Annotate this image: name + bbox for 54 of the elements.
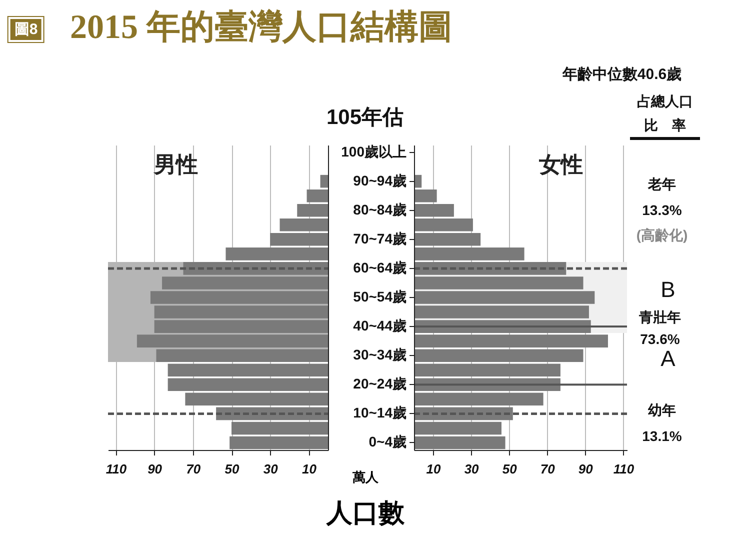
text: 幼年 — [648, 402, 676, 420]
text: 13.1% — [642, 428, 682, 444]
y-tick-label: 20~24歲 — [353, 376, 406, 392]
x-tick-label: 110 — [106, 462, 128, 476]
x-axis-title: 萬人 — [352, 470, 380, 484]
y-tick-label: 60~64歲 — [353, 259, 406, 276]
bar — [168, 378, 328, 392]
text: 比 率 — [630, 117, 700, 140]
x-axis-title: 人口數 — [326, 498, 406, 528]
x-tick-label: 50 — [224, 462, 240, 476]
text: 青壯年 — [639, 309, 681, 327]
y-tick-label: 70~74歲 — [353, 230, 406, 246]
y-tick-label: 80~84歲 — [353, 201, 406, 218]
bar — [232, 422, 328, 435]
y-tick-label: 30~34歲 — [353, 346, 406, 363]
x-tick-label: 10 — [302, 462, 318, 476]
bar — [414, 392, 544, 406]
bar — [306, 189, 328, 202]
x-tick-label: 10 — [426, 462, 442, 476]
chart-title: 2015 年的臺灣人口結構圖 — [70, 8, 452, 48]
text: 男性 — [153, 152, 198, 177]
bar — [414, 422, 502, 435]
y-tick-label: 90~94歲 — [353, 172, 406, 188]
x-tick-label: 110 — [613, 462, 635, 476]
x-tick-label: 90 — [148, 462, 163, 476]
text: A — [660, 346, 676, 372]
bar — [414, 436, 506, 450]
text: (高齡化) — [636, 227, 688, 245]
x-tick-label: 70 — [540, 462, 556, 476]
text: 73.6% — [640, 331, 680, 347]
y-tick-label: 10~14歲 — [353, 404, 406, 421]
x-tick-label: 50 — [502, 462, 518, 476]
text: 年齡中位數40.6歲 — [562, 65, 682, 84]
text: B — [660, 277, 676, 303]
x-tick-label: 30 — [263, 462, 279, 476]
bar — [414, 204, 454, 217]
text: 13.3% — [642, 202, 682, 218]
bar — [297, 204, 328, 217]
x-tick-label: 70 — [186, 462, 202, 476]
text: 占總人口 — [637, 93, 693, 111]
text: 女性 — [538, 152, 583, 177]
caption: 圖8 — [8, 17, 44, 42]
bar — [185, 392, 328, 406]
chart-subtitle: 105年估 — [326, 105, 404, 131]
y-tick-label: 0~4歲 — [368, 434, 406, 450]
x-tick-label: 30 — [464, 462, 480, 476]
bar — [320, 174, 328, 188]
x-tick-label: 90 — [578, 462, 594, 476]
text: 老年 — [648, 176, 676, 194]
bar — [414, 189, 437, 202]
y-tick-label: 100歲以上 — [341, 143, 406, 160]
bar — [230, 436, 328, 450]
y-tick-label: 50~54歲 — [353, 288, 406, 304]
y-tick-label: 40~44歲 — [353, 318, 406, 334]
